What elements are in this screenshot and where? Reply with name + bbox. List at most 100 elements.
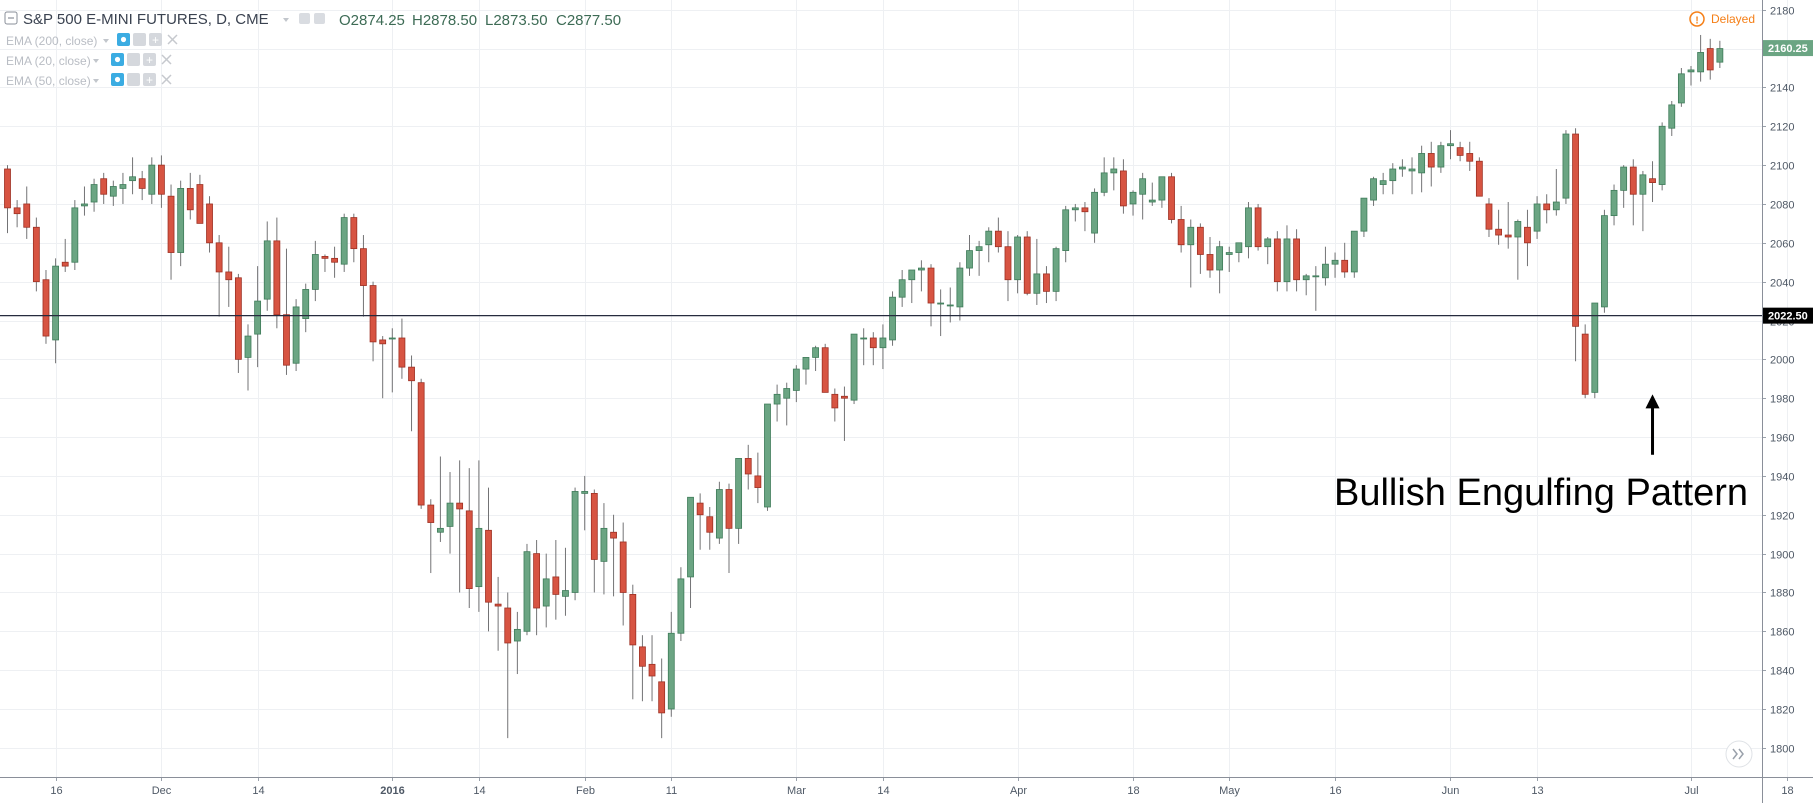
candle[interactable] [552,540,560,620]
candle[interactable] [850,333,858,405]
candle[interactable] [1312,266,1320,311]
candle[interactable] [600,503,608,595]
candle[interactable] [927,264,935,327]
candle[interactable] [1706,38,1714,80]
candle[interactable] [1004,231,1012,302]
candle[interactable] [821,343,829,393]
candle[interactable] [946,287,954,323]
candle[interactable] [485,487,492,632]
indicator-ema-200[interactable]: EMA (200, close) + [6,33,178,48]
candle[interactable] [331,246,338,278]
symbol-menu-icons[interactable] [283,13,325,24]
candle[interactable] [581,475,589,531]
candle[interactable] [1649,161,1656,203]
candle[interactable] [1264,236,1272,265]
candle[interactable] [889,291,896,346]
candle[interactable] [1524,209,1531,267]
candle[interactable] [177,180,185,267]
candle[interactable] [1370,176,1377,206]
candle[interactable] [1273,231,1281,292]
candle[interactable] [706,506,714,550]
candle[interactable] [196,174,204,224]
scroll-to-latest-button[interactable] [1725,740,1753,768]
candle[interactable] [667,611,675,717]
candle[interactable] [369,281,377,362]
candle[interactable] [13,200,21,228]
candle[interactable] [1697,34,1705,82]
candle[interactable] [937,289,945,337]
candle[interactable] [494,576,502,651]
candle[interactable] [388,328,396,393]
candle[interactable] [1601,209,1608,313]
candle[interactable] [100,172,108,204]
candle[interactable] [639,635,646,702]
candle[interactable] [754,452,762,504]
candle[interactable] [629,584,637,700]
candle[interactable] [1581,324,1589,399]
candle[interactable] [860,328,868,366]
candle[interactable] [610,514,617,597]
candle[interactable] [1081,202,1089,232]
candle-layer[interactable] [4,34,1724,739]
candle[interactable] [148,157,156,204]
candle[interactable] [687,496,694,609]
candle[interactable] [4,165,11,234]
candle[interactable] [869,332,877,366]
candle[interactable] [985,227,993,263]
candle[interactable] [918,260,925,292]
candle[interactable] [1350,230,1358,278]
candle[interactable] [571,487,579,601]
candle[interactable] [1023,231,1031,296]
candle[interactable] [52,258,59,364]
candle[interactable] [234,273,242,373]
candle[interactable] [1062,205,1070,263]
candle[interactable] [802,357,810,385]
candle[interactable] [658,658,666,739]
candle[interactable] [1014,235,1021,294]
candle[interactable] [1148,182,1156,206]
candle[interactable] [523,543,531,636]
candle[interactable] [562,547,569,616]
candle[interactable] [1360,197,1368,237]
candle[interactable] [446,472,454,554]
candle[interactable] [215,235,223,317]
candle[interactable] [1610,184,1618,226]
candle[interactable] [1225,246,1233,272]
candle[interactable] [81,186,88,216]
candle[interactable] [1437,141,1445,173]
candle[interactable] [311,240,319,302]
candle[interactable] [1322,246,1329,286]
candle[interactable] [1620,165,1628,208]
candle[interactable] [831,388,839,422]
candle[interactable] [436,456,444,542]
candle[interactable] [206,196,213,253]
candle[interactable] [590,489,598,593]
candle[interactable] [619,522,627,626]
candle[interactable] [129,157,136,195]
indicator-ema-20[interactable]: EMA (20, close) + [6,53,172,68]
candle[interactable] [398,318,406,379]
candle[interactable] [417,378,425,509]
candle[interactable] [475,460,483,612]
candle[interactable] [1254,203,1262,251]
candle[interactable] [1091,188,1098,243]
candle[interactable] [1110,157,1118,191]
candle[interactable] [1139,172,1147,220]
candle[interactable] [908,269,916,304]
candle[interactable] [1100,157,1108,197]
candle[interactable] [1302,273,1310,296]
candle[interactable] [263,221,271,311]
candle[interactable] [1071,203,1079,222]
candle[interactable] [1216,240,1224,294]
candle[interactable] [273,217,281,329]
candle[interactable] [1235,242,1243,263]
candle[interactable] [975,240,983,276]
candle[interactable] [1533,196,1541,239]
candle[interactable] [1543,194,1551,224]
candle[interactable] [533,540,540,636]
candle[interactable] [1293,229,1300,292]
candle[interactable] [119,172,127,204]
candle[interactable] [1120,159,1127,214]
candle[interactable] [360,235,367,317]
candle[interactable] [735,458,743,544]
